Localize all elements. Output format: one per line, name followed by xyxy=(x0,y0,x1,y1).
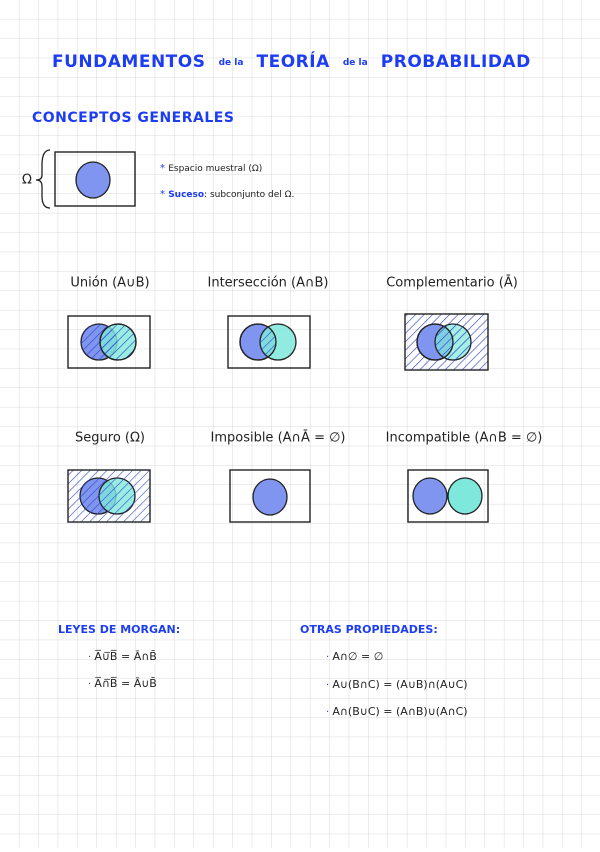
law-item: · A̅∩̅B̅ = Ā∪B̄ xyxy=(88,677,157,690)
event-circle xyxy=(75,161,111,199)
text: TEORÍA xyxy=(257,50,331,72)
text: de la xyxy=(219,58,244,68)
laws-heading: LEYES DE MORGAN: xyxy=(58,623,180,636)
text: Espacio muestral (Ω) xyxy=(168,164,262,174)
text: PROBABILIDAD xyxy=(381,52,531,72)
venn-intersection xyxy=(227,315,311,369)
text: A∩∅ = ∅ xyxy=(332,650,383,663)
venn-complement xyxy=(404,313,489,371)
venn-union xyxy=(67,315,151,369)
text: : subconjunto del Ω. xyxy=(204,190,294,200)
venn-label: Intersección (A∩B) xyxy=(208,276,329,291)
venn-label: Imposible (A∩Ā = ∅) xyxy=(210,431,345,446)
concept-item: * Espacio muestral (Ω) xyxy=(160,163,262,174)
property-item: · A∪(B∩C) = (A∪B)∩(A∪C) xyxy=(326,678,468,691)
text: A̅∩̅B̅ = Ā∪B̄ xyxy=(94,677,156,690)
text: FUNDAMENTOS xyxy=(52,52,205,72)
text: A∩(B∪C) = (A∩B)∪(A∩C) xyxy=(332,705,467,718)
omega-label: Ω xyxy=(22,173,32,188)
text: Suceso xyxy=(168,190,204,200)
venn-label: Unión (A∪B) xyxy=(70,276,149,291)
venn-sure xyxy=(67,469,151,523)
venn-incompatible xyxy=(407,469,489,523)
concept-item: * Suceso: subconjunto del Ω. xyxy=(160,189,294,200)
venn-label: Seguro (Ω) xyxy=(75,431,145,446)
text: A̅∪̅B̅ = Ā∩B̄ xyxy=(94,650,156,663)
venn-label: Complementario (Ā) xyxy=(386,276,518,291)
sample-space-box xyxy=(54,151,136,207)
property-item: · A∩∅ = ∅ xyxy=(326,650,383,663)
venn-label: Incompatible (A∩B = ∅) xyxy=(386,431,543,446)
section-heading: CONCEPTOS GENERALES xyxy=(32,110,234,126)
properties-heading: OTRAS PROPIEDADES: xyxy=(300,623,438,636)
text: A∪(B∩C) = (A∪B)∩(A∪C) xyxy=(332,678,467,691)
text: de la xyxy=(343,58,368,68)
brace xyxy=(35,149,51,209)
law-item: · A̅∪̅B̅ = Ā∩B̄ xyxy=(88,650,157,663)
title: FUNDAMENTOS de la TEORÍA de la PROBABILI… xyxy=(52,50,531,72)
property-item: · A∩(B∪C) = (A∩B)∪(A∩C) xyxy=(326,705,468,718)
venn-impossible xyxy=(229,469,311,523)
